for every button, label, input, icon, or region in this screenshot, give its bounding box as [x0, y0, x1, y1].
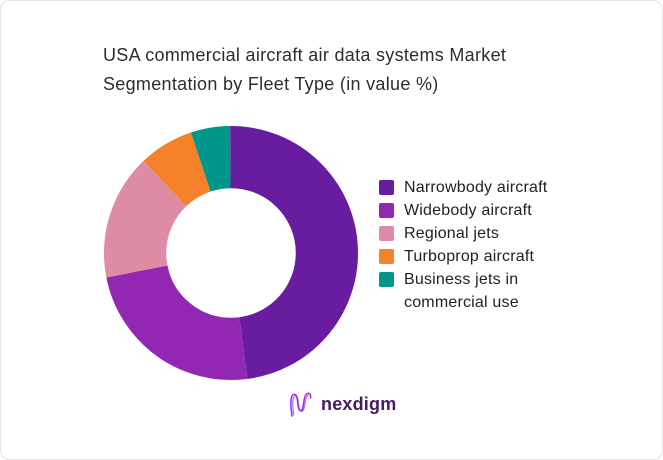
legend-item: Turboprop aircraft — [379, 245, 582, 268]
legend-item: Regional jets — [379, 222, 582, 245]
legend-swatch — [379, 226, 394, 241]
donut-slice-4 — [104, 126, 358, 380]
chart-legend: Narrowbody aircraft Widebody aircraft Re… — [379, 176, 582, 314]
donut-slice-2 — [104, 126, 358, 380]
legend-label: Turboprop aircraft — [404, 248, 535, 265]
legend-swatch — [379, 180, 394, 195]
legend-item: Business jets in commercial use — [379, 268, 582, 314]
donut-slice-1 — [104, 126, 358, 380]
legend-label: Narrowbody aircraft — [404, 179, 548, 196]
legend-item: Narrowbody aircraft — [379, 176, 582, 199]
legend-item: Widebody aircraft — [379, 199, 582, 222]
nexdigm-logo: nexdigm — [287, 389, 396, 419]
nexdigm-logo-text: nexdigm — [321, 393, 397, 414]
legend-swatch — [379, 249, 394, 264]
legend-swatch — [379, 203, 394, 218]
legend-label: Regional jets — [404, 225, 500, 242]
chart-title: USA commercial aircraft air data systems… — [103, 45, 507, 94]
donut-chart — [104, 126, 358, 380]
legend-label: Widebody aircraft — [404, 202, 532, 219]
nexdigm-logo-icon — [290, 392, 312, 417]
legend-swatch — [379, 272, 394, 287]
legend-label: Business jets in commercial use — [404, 271, 519, 311]
